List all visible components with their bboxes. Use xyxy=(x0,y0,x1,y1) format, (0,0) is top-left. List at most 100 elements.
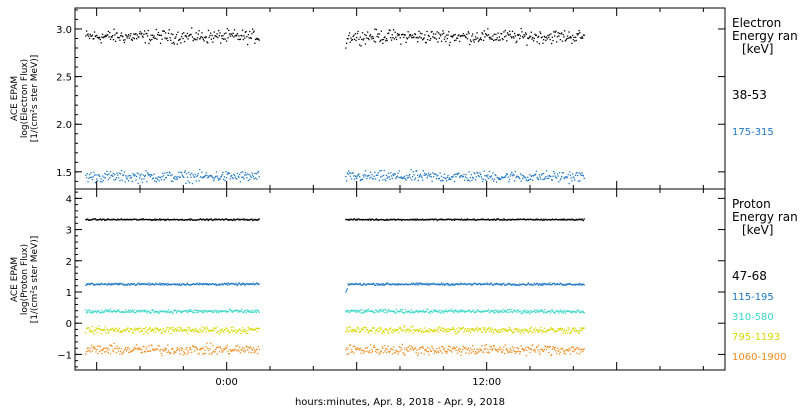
data-point xyxy=(498,348,500,350)
data-point xyxy=(555,218,557,220)
data-point xyxy=(414,283,417,285)
data-point xyxy=(108,330,110,333)
data-point xyxy=(478,327,480,330)
data-point xyxy=(227,330,229,332)
data-point xyxy=(89,329,91,331)
data-point xyxy=(417,219,419,221)
data-point xyxy=(495,330,498,332)
data-point xyxy=(375,283,377,285)
data-point xyxy=(186,36,188,38)
data-point xyxy=(110,175,112,177)
data-point xyxy=(351,348,353,351)
data-point xyxy=(484,36,486,38)
data-point xyxy=(198,180,200,182)
data-point xyxy=(112,310,115,313)
data-point xyxy=(367,332,369,334)
data-point xyxy=(243,331,245,333)
data-point xyxy=(107,174,109,176)
data-point xyxy=(384,349,386,352)
data-point xyxy=(577,219,579,221)
data-point xyxy=(161,219,163,221)
data-point xyxy=(203,327,205,329)
data-point xyxy=(484,175,486,177)
data-point xyxy=(238,219,240,221)
data-point xyxy=(146,33,148,35)
data-point xyxy=(395,308,398,310)
data-point xyxy=(499,39,501,41)
data-point xyxy=(445,310,448,312)
data-point xyxy=(411,179,413,181)
data-point xyxy=(570,37,572,39)
data-point xyxy=(432,36,434,38)
data-point xyxy=(188,328,190,331)
data-point xyxy=(147,350,149,352)
data-point xyxy=(426,282,428,285)
data-point xyxy=(513,219,515,221)
data-point xyxy=(427,219,429,221)
data-point xyxy=(394,173,396,175)
data-point xyxy=(474,330,476,332)
data-point xyxy=(370,219,372,221)
data-point xyxy=(428,283,430,285)
data-point xyxy=(574,36,577,38)
data-point xyxy=(387,219,389,221)
data-point xyxy=(528,178,530,181)
data-point xyxy=(144,218,146,221)
data-point xyxy=(126,328,128,330)
data-point xyxy=(415,329,417,332)
data-point xyxy=(495,349,497,351)
data-point xyxy=(397,35,399,37)
data-point xyxy=(249,310,251,312)
data-point xyxy=(539,311,541,313)
data-point xyxy=(221,218,223,220)
data-point xyxy=(528,283,530,285)
data-point xyxy=(359,310,361,312)
data-point xyxy=(543,219,545,221)
data-point xyxy=(537,178,540,181)
data-point xyxy=(392,37,394,39)
data-point xyxy=(413,219,415,221)
data-point xyxy=(448,328,451,330)
data-point xyxy=(582,311,585,313)
data-point xyxy=(190,33,192,36)
data-point xyxy=(480,349,482,351)
data-point xyxy=(107,178,109,181)
data-point xyxy=(210,353,212,355)
data-point xyxy=(106,170,108,172)
data-point xyxy=(504,284,506,286)
data-point xyxy=(410,309,412,311)
data-point xyxy=(172,312,174,315)
data-point xyxy=(438,284,440,286)
data-point xyxy=(401,283,403,285)
data-point xyxy=(154,37,157,39)
data-point xyxy=(112,311,114,313)
data-point xyxy=(442,283,444,285)
data-point xyxy=(111,174,113,176)
data-point xyxy=(539,353,541,355)
data-point xyxy=(371,283,373,285)
data-point xyxy=(219,219,221,221)
data-point xyxy=(454,331,456,333)
data-point xyxy=(362,350,364,352)
data-point xyxy=(499,310,501,312)
data-point xyxy=(508,309,510,311)
data-point xyxy=(88,35,90,37)
data-point xyxy=(489,176,491,178)
data-point xyxy=(157,219,160,221)
data-point xyxy=(102,348,104,350)
data-point xyxy=(469,330,471,332)
data-point xyxy=(359,282,361,285)
data-point xyxy=(430,218,432,221)
data-point xyxy=(569,311,572,314)
data-point xyxy=(524,309,526,311)
data-point xyxy=(249,283,252,285)
legend-entry: 47-68 xyxy=(732,269,767,283)
data-point xyxy=(97,310,99,313)
data-point xyxy=(367,218,369,221)
data-point xyxy=(101,312,104,314)
data-point xyxy=(244,309,246,312)
data-point xyxy=(384,178,386,181)
data-point xyxy=(345,218,347,221)
data-point xyxy=(194,312,196,314)
data-point xyxy=(248,219,250,221)
